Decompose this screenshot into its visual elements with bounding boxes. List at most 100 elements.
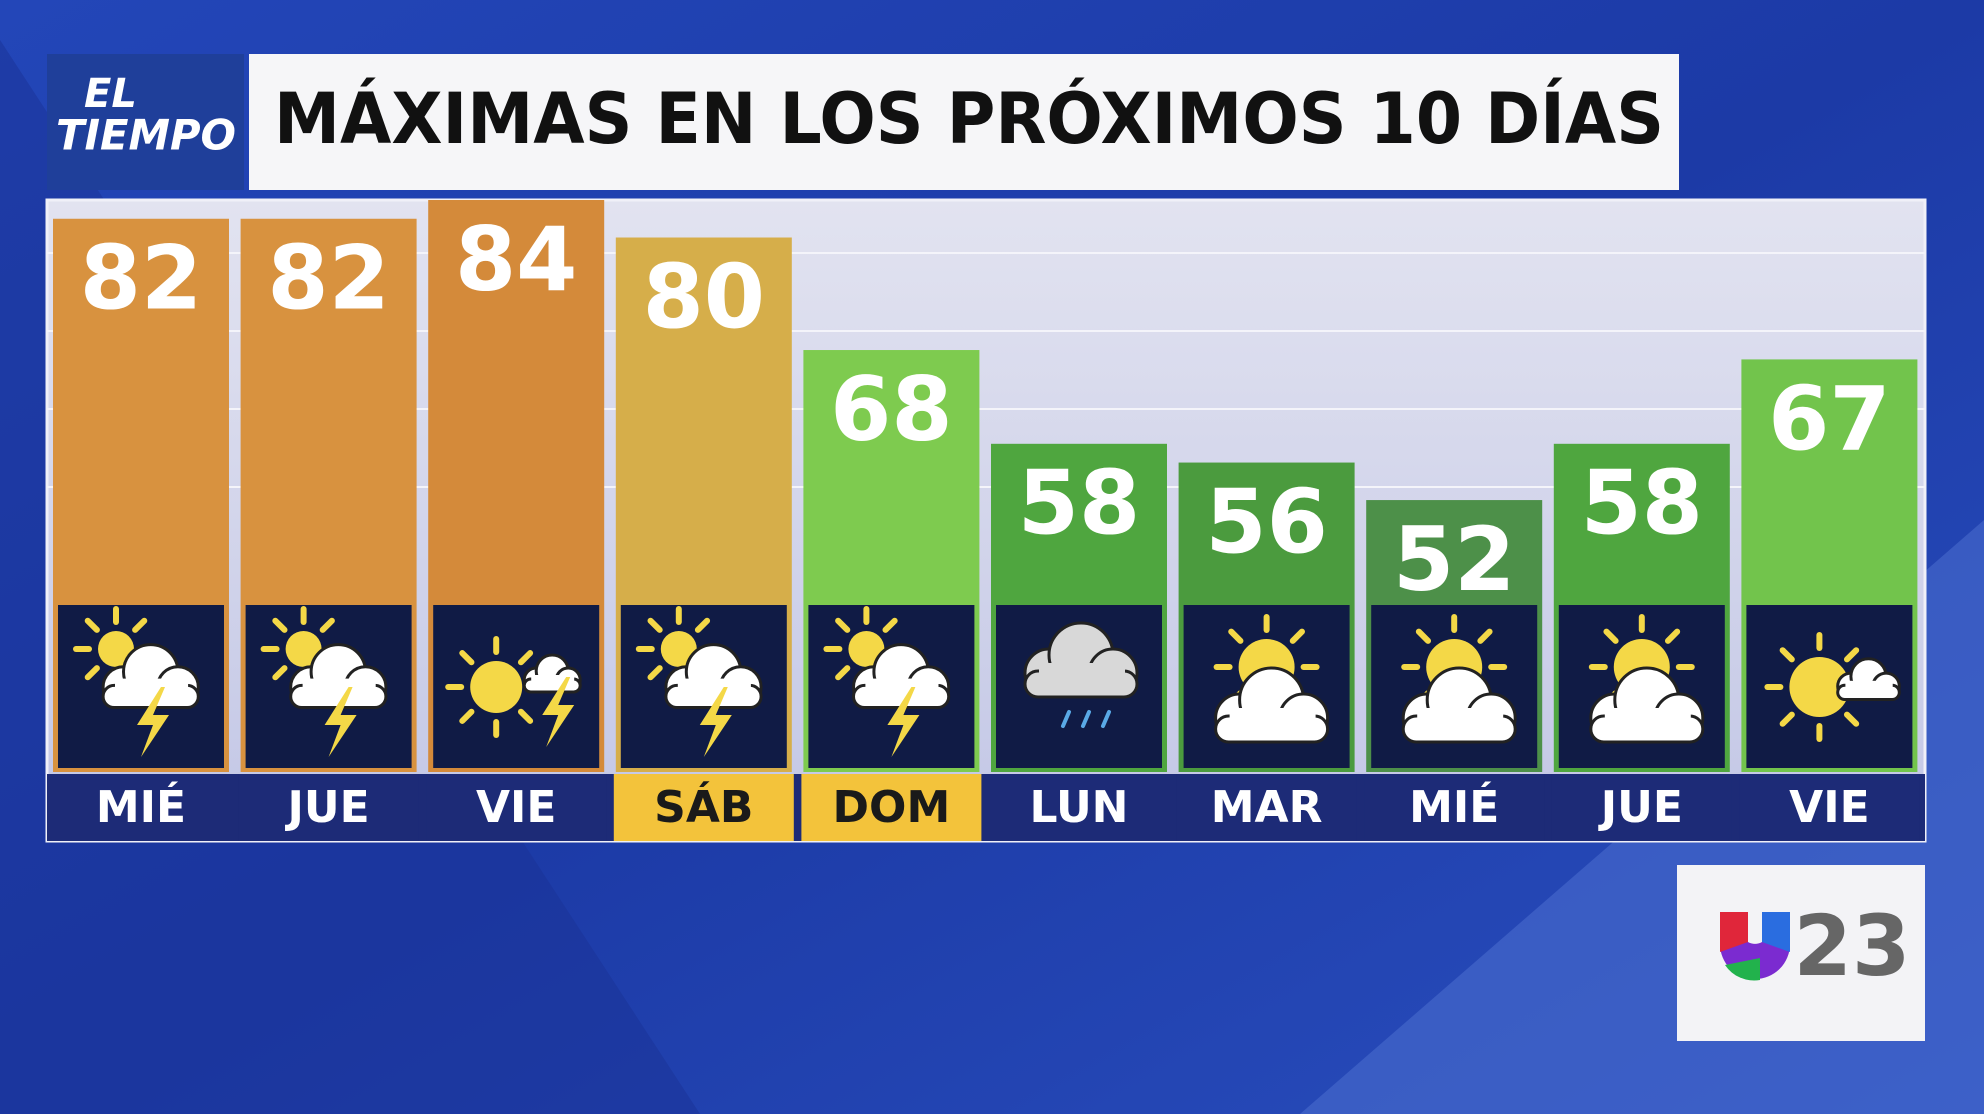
- x-tick-label: MIÉ: [96, 780, 186, 833]
- rain-drop: [1061, 710, 1071, 728]
- channel-logo: [1677, 865, 1925, 1041]
- cloud-fill: [1604, 708, 1691, 738]
- sun-ray: [1843, 711, 1860, 727]
- chart-title: MÁXIMAS EN LOS PRÓXIMOS 10 DÍAS: [274, 78, 1664, 160]
- program-logo: [47, 54, 244, 190]
- x-tick-label: LUN: [1029, 782, 1128, 833]
- x-tick-label: DOM: [833, 782, 951, 833]
- value-label: 68: [830, 358, 952, 461]
- value-label: 52: [1393, 508, 1515, 611]
- day-cell: [238, 774, 419, 841]
- x-tick-label: JUE: [1598, 782, 1683, 833]
- weather-icon: [620, 605, 787, 768]
- sun-ray: [319, 617, 335, 633]
- sun-ray: [1603, 628, 1619, 644]
- sun-ray: [132, 617, 148, 633]
- lightning: [324, 687, 357, 757]
- rain-drop: [1081, 710, 1091, 728]
- value-label: 82: [80, 227, 202, 330]
- sun-ray: [1843, 647, 1860, 663]
- lightning: [542, 677, 575, 747]
- sun-ray: [272, 617, 288, 633]
- value-label: 82: [267, 227, 389, 330]
- weather-icon: [433, 605, 600, 768]
- channel-number: 23: [1794, 897, 1911, 995]
- channel-mark: [1720, 912, 1748, 952]
- x-tick-label: MAR: [1211, 782, 1323, 833]
- sun-ray: [835, 617, 851, 633]
- sun-ray: [272, 665, 288, 681]
- x-tick-label: SÁB: [654, 780, 753, 833]
- day-cell: [1739, 774, 1920, 841]
- value-label: 56: [1205, 470, 1327, 573]
- sun-ray: [517, 650, 534, 666]
- rain-drop: [1101, 710, 1111, 728]
- cloud-fill: [1039, 663, 1125, 693]
- day-cell: [1364, 774, 1545, 841]
- sun: [285, 631, 322, 667]
- day-cell: [1551, 774, 1732, 841]
- weather-icon: [1746, 605, 1913, 768]
- lightning: [887, 687, 920, 757]
- sun-ray: [1415, 628, 1432, 644]
- day-cell: [51, 774, 231, 841]
- sun-ray: [1779, 647, 1795, 663]
- weather-icon: [1183, 605, 1350, 768]
- weather-icon: [1558, 605, 1725, 768]
- weather-icon: [245, 605, 412, 768]
- value-label: 58: [1018, 452, 1140, 555]
- sun-ray: [1228, 628, 1244, 644]
- cloud-fill: [1229, 708, 1316, 738]
- day-cell: [989, 774, 1169, 841]
- sun: [98, 631, 134, 667]
- sun-ray: [647, 617, 663, 633]
- x-tick-label: MIÉ: [1409, 780, 1499, 833]
- cloud-fill: [302, 678, 376, 705]
- sun-ray: [84, 617, 100, 633]
- value-label: 80: [643, 245, 765, 348]
- sun-ray: [517, 708, 534, 724]
- cloud-fill: [115, 678, 189, 705]
- x-tick-label: VIE: [1789, 782, 1869, 833]
- sun: [660, 631, 697, 667]
- lightning: [137, 687, 169, 757]
- value-label: 58: [1581, 452, 1703, 555]
- sun-ray: [84, 665, 100, 681]
- value-label: 67: [1768, 367, 1890, 470]
- lightning: [699, 687, 732, 757]
- sun-ray: [1779, 711, 1795, 727]
- sun-ray: [459, 708, 475, 724]
- day-cell: [1176, 774, 1357, 841]
- cloud-fill: [677, 678, 751, 705]
- weather-icon: [996, 605, 1162, 768]
- sun-ray: [882, 617, 898, 633]
- sun-ray: [694, 617, 711, 633]
- sun-ray: [835, 665, 851, 681]
- channel-mark: [1762, 912, 1790, 952]
- day-cell: [426, 774, 607, 841]
- title-box: [249, 54, 1679, 190]
- weather-icon: [808, 605, 975, 768]
- x-tick-label: JUE: [285, 782, 370, 833]
- program-logo-text: TIEMPO: [56, 111, 236, 160]
- channel-mark: [1725, 958, 1760, 981]
- sun: [1789, 657, 1850, 717]
- weather-icon: [1371, 605, 1538, 768]
- sun-ray: [1664, 628, 1681, 644]
- sun-ray: [1289, 628, 1305, 644]
- cloud-fill: [865, 678, 939, 705]
- value-label: 84: [455, 208, 577, 311]
- cloud-fill: [1845, 680, 1893, 698]
- cloud-fill: [1417, 708, 1504, 738]
- sun-ray: [1477, 628, 1493, 644]
- sun-ray: [647, 665, 663, 681]
- sun: [848, 631, 885, 667]
- weather-icon: [58, 605, 224, 768]
- x-tick-label: VIE: [476, 782, 556, 833]
- sun-ray: [459, 650, 475, 666]
- program-logo-text: EL: [84, 71, 137, 117]
- sun: [470, 661, 523, 713]
- day-cell: [801, 774, 982, 841]
- day-cell: [613, 774, 794, 841]
